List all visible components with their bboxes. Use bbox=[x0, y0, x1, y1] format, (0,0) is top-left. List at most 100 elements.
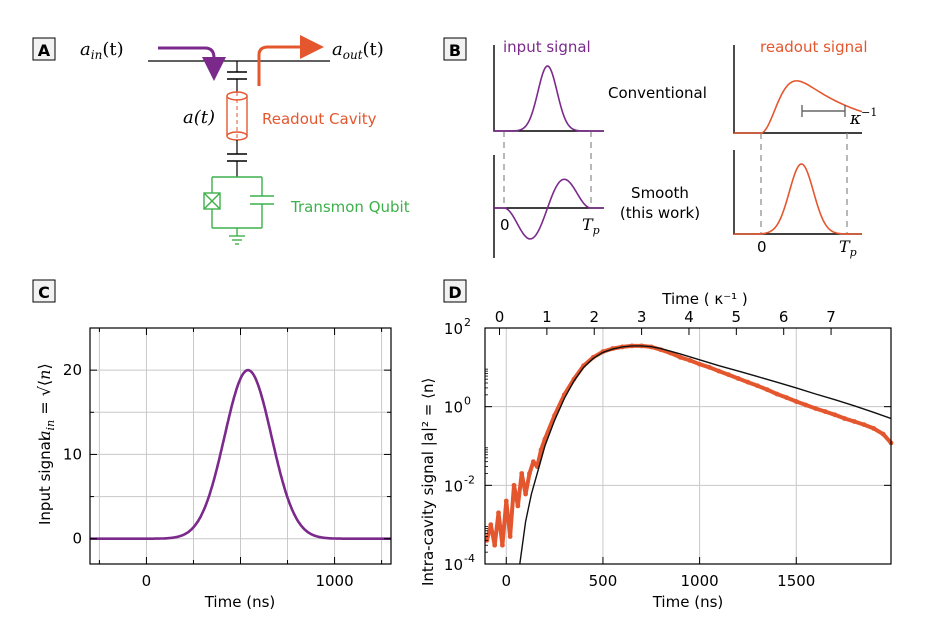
d-measured-point bbox=[538, 447, 544, 453]
d-measured-signal-line bbox=[484, 343, 893, 548]
d-xtick-label: 0 bbox=[501, 572, 511, 590]
d-top-tick-label: 4 bbox=[684, 308, 694, 326]
kappa-bar bbox=[801, 105, 846, 117]
d-measured-point bbox=[735, 376, 741, 381]
d-xtick-label: 1000 bbox=[681, 572, 719, 590]
panel-c-ylabel-text: Input signal bbox=[36, 437, 54, 525]
d-measured-point bbox=[697, 361, 702, 367]
panel-a: A ain(t) aout(t) a(t) Readout Cavity bbox=[32, 35, 410, 245]
a-out-label: aout(t) bbox=[332, 39, 384, 62]
d-fit-line bbox=[519, 345, 892, 565]
d-top-tick-label: 0 bbox=[495, 308, 505, 326]
d-ytick-exponent: -2 bbox=[464, 473, 475, 486]
b-smooth-readout-axes bbox=[733, 150, 862, 235]
panel-d-label-box bbox=[443, 279, 467, 303]
b-readout-conventional-curve bbox=[734, 80, 863, 134]
b-input-conventional-curve bbox=[494, 65, 604, 132]
input-signal-title: input signal bbox=[503, 38, 591, 56]
b-input-smooth-curve bbox=[494, 178, 604, 240]
d-measured-point bbox=[500, 542, 505, 548]
d-measured-point bbox=[511, 482, 517, 488]
d-ytick-exponent: 2 bbox=[464, 316, 471, 329]
d-measured-point bbox=[492, 542, 498, 548]
panel-d-ylabel: Intra-cavity signal |a|² = ⟨n⟩ bbox=[419, 378, 437, 586]
c-input-signal-line bbox=[90, 368, 391, 540]
output-arrow bbox=[257, 35, 324, 86]
panel-d-xlabel: Time (ns) bbox=[652, 593, 724, 611]
d-measured-point bbox=[515, 503, 521, 509]
d-measured-point bbox=[871, 426, 876, 431]
d-measured-point bbox=[519, 471, 525, 476]
panel-a-label-box bbox=[32, 37, 56, 61]
d-measured-point bbox=[880, 431, 886, 437]
d-measured-point bbox=[523, 491, 528, 497]
b-conv-input-axes bbox=[493, 45, 604, 132]
transmon-qubit-icon bbox=[203, 176, 274, 245]
panel-c: C 0 1000 0 10 20 Time (ns) Input signal ain … bbox=[32, 279, 392, 611]
d-measured-point bbox=[530, 459, 536, 465]
b-right-tp-label: Tp bbox=[839, 237, 857, 259]
smooth-label-line2: (this work) bbox=[620, 204, 700, 222]
d-measured-point bbox=[803, 402, 809, 408]
d-measured-point bbox=[488, 522, 494, 528]
a-in-label: ain(t) bbox=[80, 39, 124, 62]
d-measured-point bbox=[755, 383, 760, 389]
panel-c-label-box bbox=[32, 279, 56, 303]
d-ytick-label: 10 bbox=[444, 477, 463, 495]
panel-b: B input signal readout signal Convention… bbox=[443, 37, 877, 259]
c-ytick-label: 0 bbox=[72, 530, 82, 548]
d-ytick-label: 10 bbox=[444, 556, 463, 574]
d-top-tick-label: 5 bbox=[732, 308, 742, 326]
d-measured-point bbox=[726, 372, 731, 378]
d-top-tick-label: 1 bbox=[542, 308, 552, 326]
d-ytick-exponent: 0 bbox=[464, 395, 471, 408]
panel-c-grid bbox=[90, 327, 391, 564]
panel-b-label-box bbox=[443, 37, 467, 61]
panel-c-label: C bbox=[38, 283, 50, 302]
b-left-tp-label: Tp bbox=[582, 215, 600, 237]
d-top-tick-label: 6 bbox=[779, 308, 789, 326]
panel-a-label: A bbox=[38, 41, 51, 60]
d-measured-point bbox=[527, 471, 532, 476]
d-measured-point bbox=[745, 379, 751, 385]
d-measured-point bbox=[503, 498, 509, 504]
d-measured-point bbox=[764, 387, 770, 393]
d-measured-point bbox=[706, 364, 712, 370]
panel-c-xlabel: Time (ns) bbox=[204, 593, 276, 611]
panel-d-top-xlabel: Time ( κ⁻¹ ) bbox=[661, 290, 748, 308]
d-top-tick-label: 2 bbox=[589, 308, 599, 326]
conventional-label: Conventional bbox=[608, 84, 707, 102]
d-ytick-label: 10 bbox=[444, 320, 463, 338]
d-measured-point bbox=[793, 399, 799, 404]
d-measured-point bbox=[716, 368, 722, 374]
d-measured-point bbox=[822, 409, 828, 414]
c-xtick-label: 1000 bbox=[315, 572, 353, 590]
d-measured-point bbox=[842, 416, 847, 421]
panel-c-ticks: 0 1000 0 10 20 bbox=[63, 327, 391, 590]
panel-d-grid bbox=[485, 327, 891, 565]
d-top-tick-label: 3 bbox=[637, 308, 647, 326]
transmon-qubit-label: Transmon Qubit bbox=[290, 198, 410, 216]
b-conv-readout-axes bbox=[733, 45, 862, 134]
b-right-zero-label: 0 bbox=[757, 238, 767, 256]
d-measured-point bbox=[851, 419, 857, 424]
readout-cavity-label: Readout Cavity bbox=[262, 110, 377, 128]
panel-d-label: D bbox=[448, 283, 461, 302]
d-xtick-label: 1500 bbox=[777, 572, 815, 590]
input-arrow bbox=[158, 46, 226, 81]
d-xtick-label: 500 bbox=[589, 572, 618, 590]
panel-c-series bbox=[90, 368, 391, 540]
panel-b-label: B bbox=[449, 41, 461, 60]
c-ytick-label: 10 bbox=[63, 445, 82, 463]
d-measured-point bbox=[813, 406, 818, 411]
kappa-label: κ−1 bbox=[849, 106, 877, 129]
d-ytick-label: 10 bbox=[444, 399, 463, 417]
c-ytick-label: 20 bbox=[63, 361, 82, 379]
d-top-tick-label: 7 bbox=[826, 308, 836, 326]
b-readout-smooth-curve bbox=[734, 163, 862, 235]
d-measured-point bbox=[542, 436, 548, 442]
c-xtick-label: 0 bbox=[142, 572, 152, 590]
d-measured-point bbox=[774, 391, 780, 397]
